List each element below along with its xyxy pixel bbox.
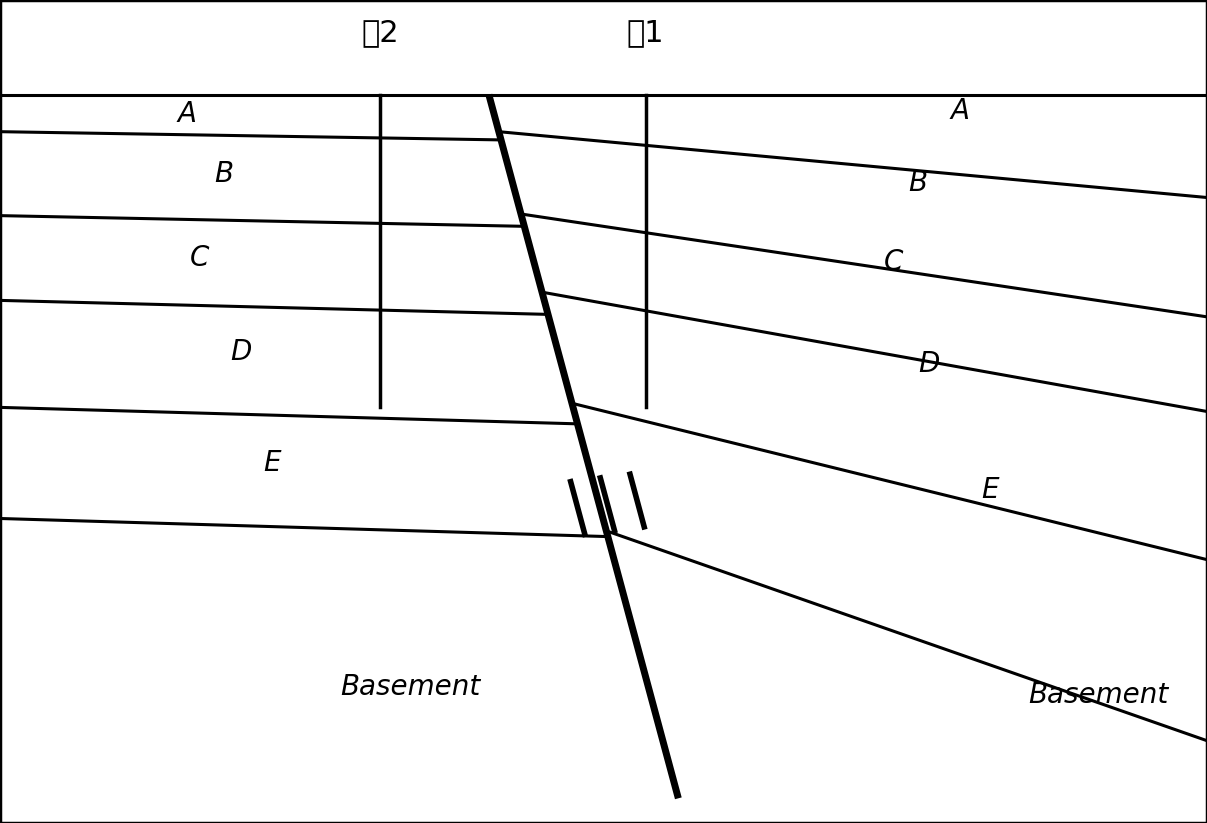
Text: D: D [231,338,252,366]
Text: A: A [950,97,969,125]
Text: Basement: Basement [340,673,480,701]
Text: E: E [981,476,998,504]
Text: C: C [884,248,903,276]
Text: C: C [189,244,209,272]
Text: A: A [177,100,197,128]
Text: E: E [263,449,280,477]
Text: B: B [908,169,927,197]
Text: 井2: 井2 [361,18,400,48]
Text: Basement: Basement [1028,681,1168,709]
Text: B: B [214,160,233,188]
Text: 井1: 井1 [626,18,665,48]
Text: D: D [919,350,940,378]
